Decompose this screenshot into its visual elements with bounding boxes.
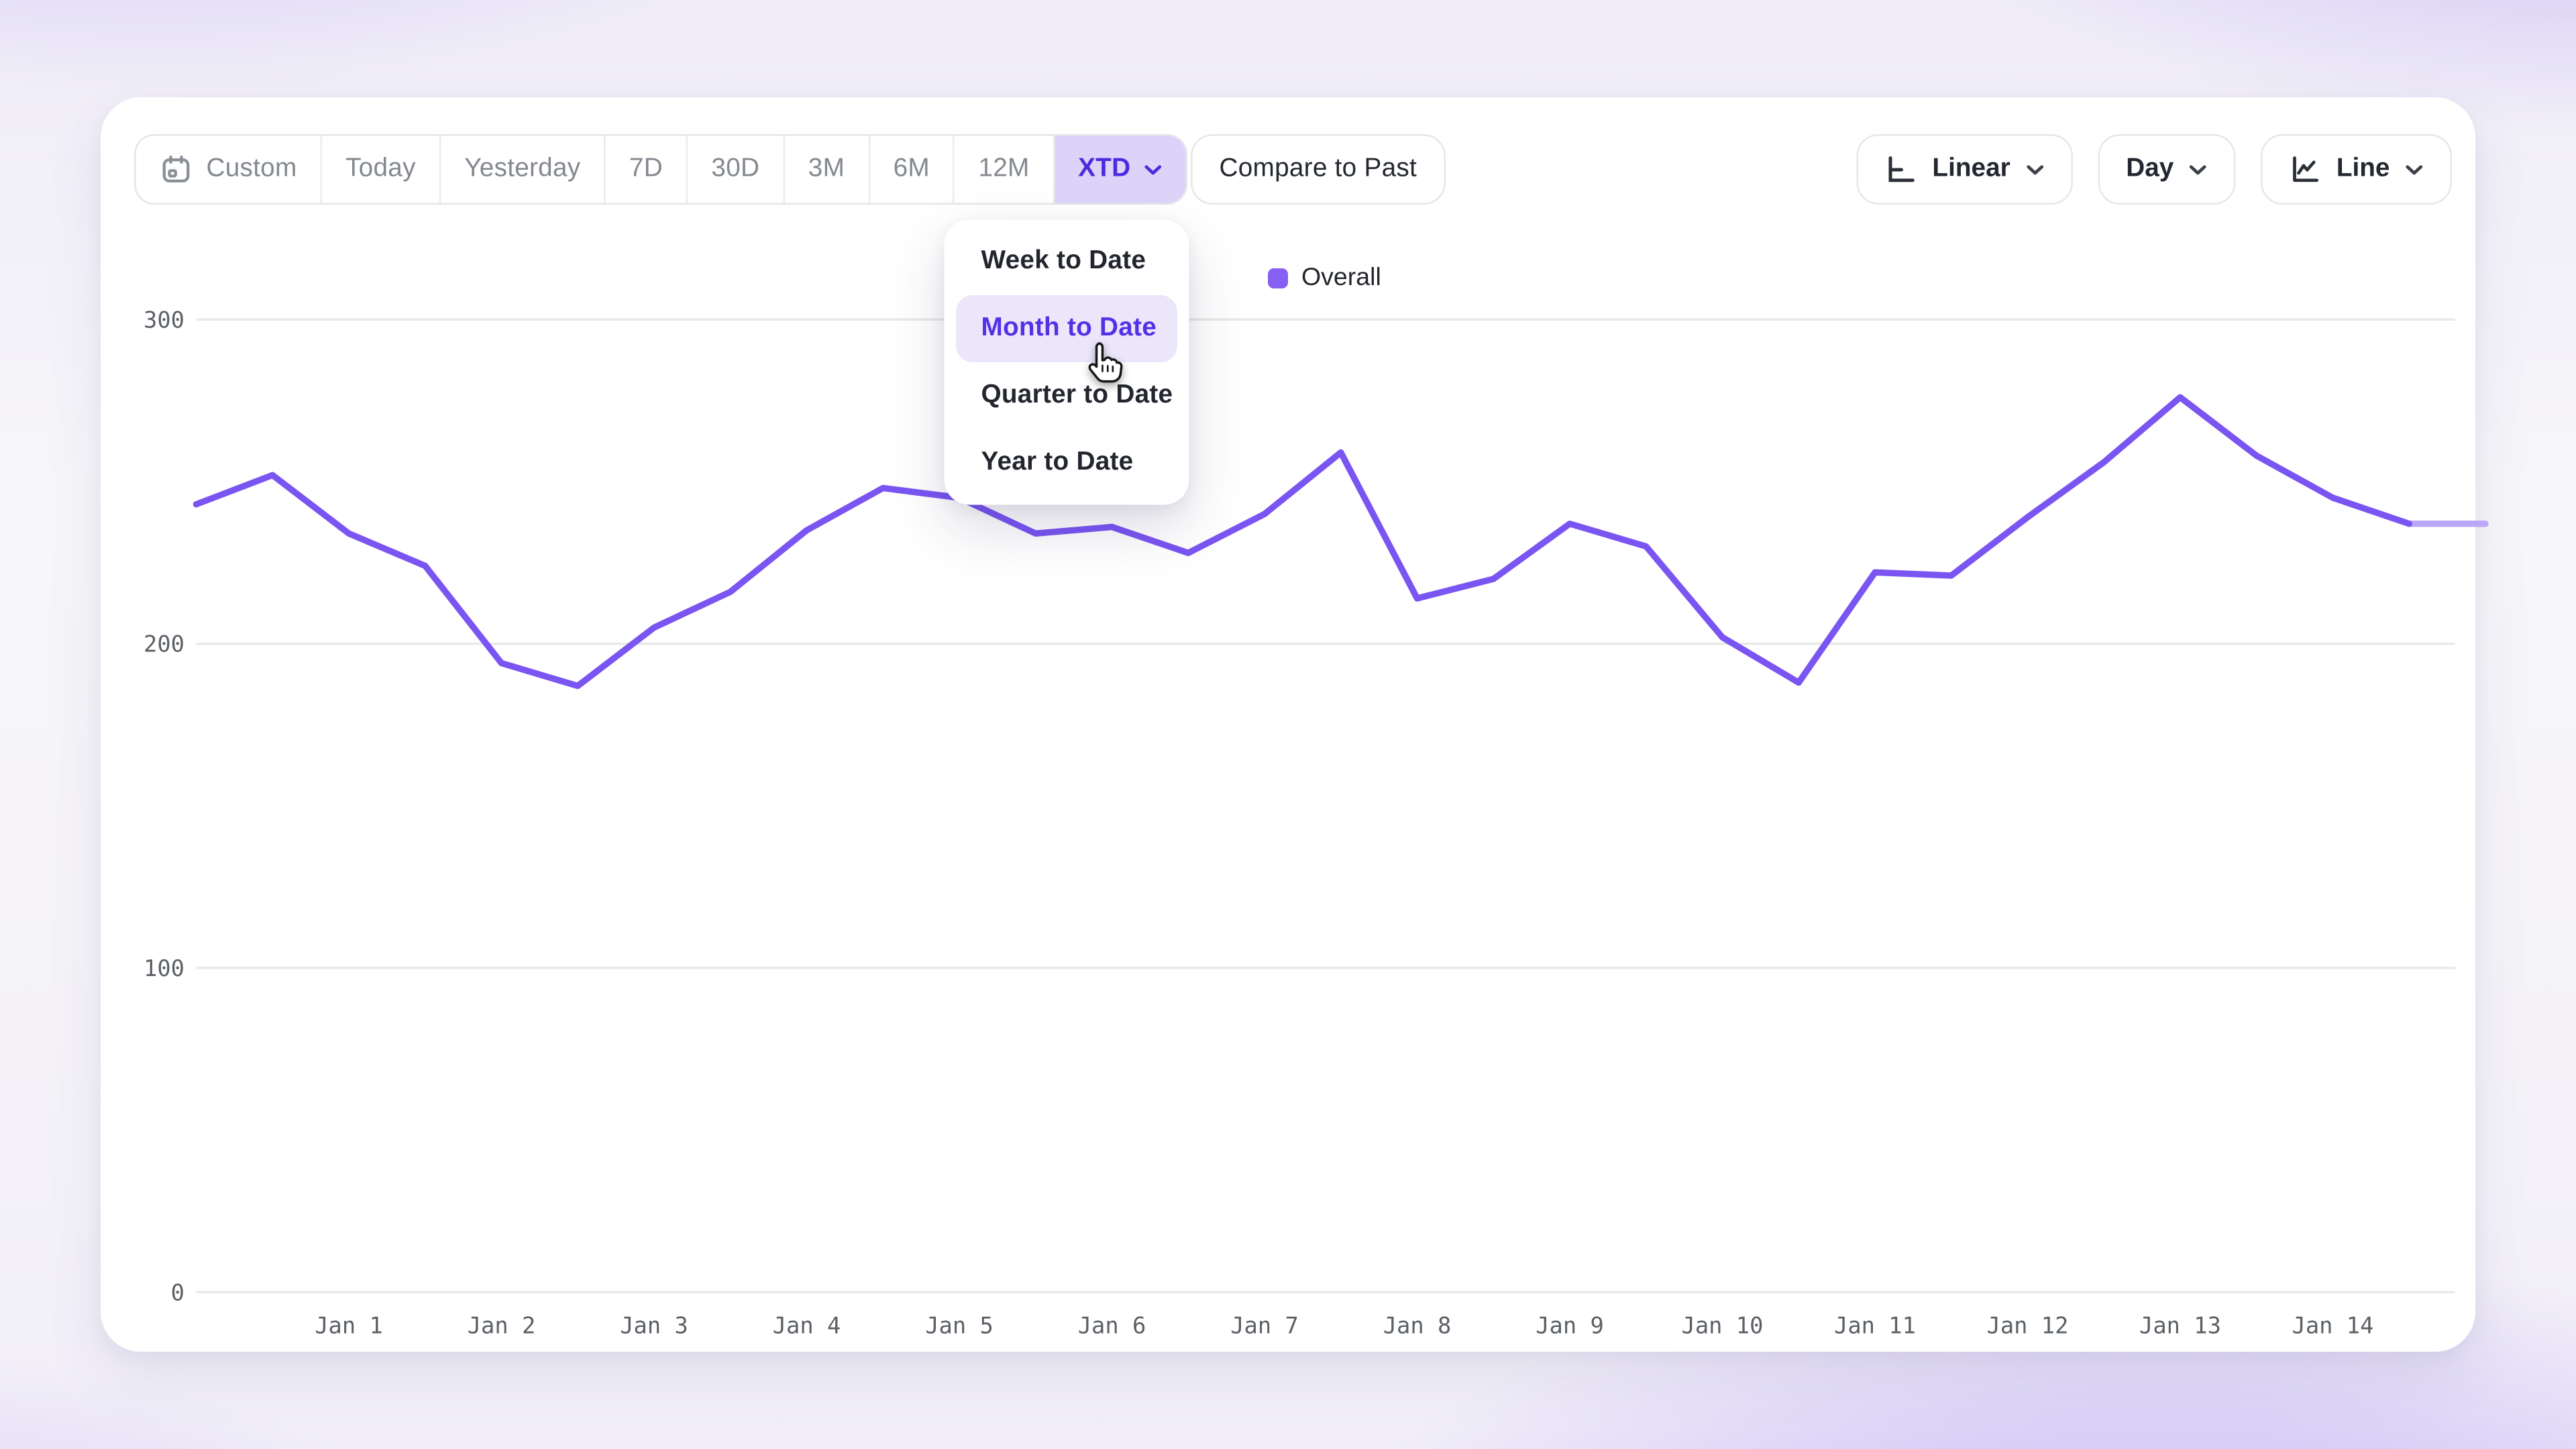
line-chart-icon bbox=[2290, 154, 2322, 186]
xtd-dropdown-menu: Week to Date Month to Date Quarter to Date… bbox=[944, 219, 1189, 505]
y-axis-label-0: 0 bbox=[171, 1279, 184, 1305]
chevron-down-icon bbox=[2026, 164, 2043, 174]
day-dropdown-button[interactable]: Day bbox=[2097, 134, 2236, 205]
x-axis-label-jan-14: Jan 14 bbox=[2292, 1313, 2374, 1339]
range-button-today[interactable]: Today bbox=[320, 136, 439, 203]
range-button-custom[interactable]: Custom bbox=[136, 136, 321, 203]
x-axis-label-jan-9: Jan 9 bbox=[1536, 1313, 1604, 1339]
range-button-yesterday[interactable]: Yesterday bbox=[439, 136, 604, 203]
range-button-label: 12M bbox=[978, 154, 1030, 183]
y-axis-label-200: 200 bbox=[144, 631, 184, 657]
calendar-icon bbox=[160, 153, 193, 186]
range-button-label: Today bbox=[345, 154, 416, 183]
overall-line-series bbox=[193, 394, 2412, 690]
range-button-label: 7D bbox=[629, 154, 663, 183]
x-axis-label-jan-4: Jan 4 bbox=[773, 1313, 841, 1339]
y-axis-label-300: 300 bbox=[144, 307, 184, 333]
menu-item-month-to-date[interactable]: Month to Date bbox=[956, 295, 1177, 362]
x-axis-label-jan-7: Jan 7 bbox=[1230, 1313, 1299, 1339]
linear-scale-icon bbox=[1885, 154, 1917, 186]
x-axis-label-jan-1: Jan 1 bbox=[315, 1313, 383, 1339]
x-axis-label-jan-12: Jan 12 bbox=[1987, 1313, 2069, 1339]
range-button-6m[interactable]: 6M bbox=[868, 136, 953, 203]
chevron-down-icon bbox=[2406, 164, 2423, 174]
range-button-30d[interactable]: 30D bbox=[686, 136, 783, 203]
x-axis-label-jan-6: Jan 6 bbox=[1078, 1313, 1146, 1339]
range-button-xtd[interactable]: XTD bbox=[1053, 136, 1186, 203]
menu-item-year-to-date[interactable]: Year to Date bbox=[981, 447, 1134, 477]
date-range-toolbar: Custom Today Yesterday 7D 30D 3M 6M 12M XTD bbox=[134, 134, 1188, 205]
legend-label: Overall bbox=[1301, 263, 1381, 292]
range-button-3m[interactable]: 3M bbox=[783, 136, 868, 203]
x-axis-label-jan-11: Jan 11 bbox=[1834, 1313, 1916, 1339]
range-button-label: XTD bbox=[1078, 154, 1131, 183]
menu-item-week-to-date[interactable]: Week to Date bbox=[981, 246, 1146, 276]
chevron-down-icon bbox=[2190, 164, 2206, 174]
range-button-label: 6M bbox=[893, 154, 930, 183]
legend-swatch-overall bbox=[1268, 267, 1288, 288]
range-button-label: Custom bbox=[206, 154, 297, 183]
range-group: Custom Today Yesterday 7D 30D 3M 6M 12M XTD bbox=[134, 134, 1188, 205]
x-axis-label-jan-10: Jan 10 bbox=[1682, 1313, 1764, 1339]
x-axis-label-jan-3: Jan 3 bbox=[620, 1313, 688, 1339]
control-label: Linear bbox=[1932, 154, 2010, 183]
range-button-label: 3M bbox=[808, 154, 845, 183]
x-axis-label-jan-5: Jan 5 bbox=[925, 1313, 994, 1339]
hand-cursor bbox=[1088, 342, 1123, 383]
control-label: Day bbox=[2126, 154, 2174, 183]
y-axis-label-100: 100 bbox=[144, 955, 184, 981]
chevron-down-icon bbox=[1144, 164, 1162, 174]
x-axis-label-jan-8: Jan 8 bbox=[1383, 1313, 1452, 1339]
chart-controls: Linear Day Line bbox=[1856, 134, 2452, 205]
range-button-label: Yesterday bbox=[464, 154, 581, 183]
range-button-12m[interactable]: 12M bbox=[953, 136, 1053, 203]
linear-dropdown-button[interactable]: Linear bbox=[1856, 134, 2073, 205]
control-label: Line bbox=[2336, 154, 2390, 183]
compare-to-past-button[interactable]: Compare to Past bbox=[1191, 134, 1446, 205]
range-button-7d[interactable]: 7D bbox=[604, 136, 686, 203]
range-button-label: 30D bbox=[711, 154, 760, 183]
legend: Overall bbox=[1268, 264, 1381, 292]
line-dropdown-button[interactable]: Line bbox=[2261, 134, 2452, 205]
chart-card bbox=[101, 97, 2475, 1352]
x-axis-label-jan-13: Jan 13 bbox=[2139, 1313, 2221, 1339]
x-axis-label-jan-2: Jan 2 bbox=[468, 1313, 536, 1339]
menu-item-quarter-to-date[interactable]: Quarter to Date bbox=[981, 380, 1173, 410]
